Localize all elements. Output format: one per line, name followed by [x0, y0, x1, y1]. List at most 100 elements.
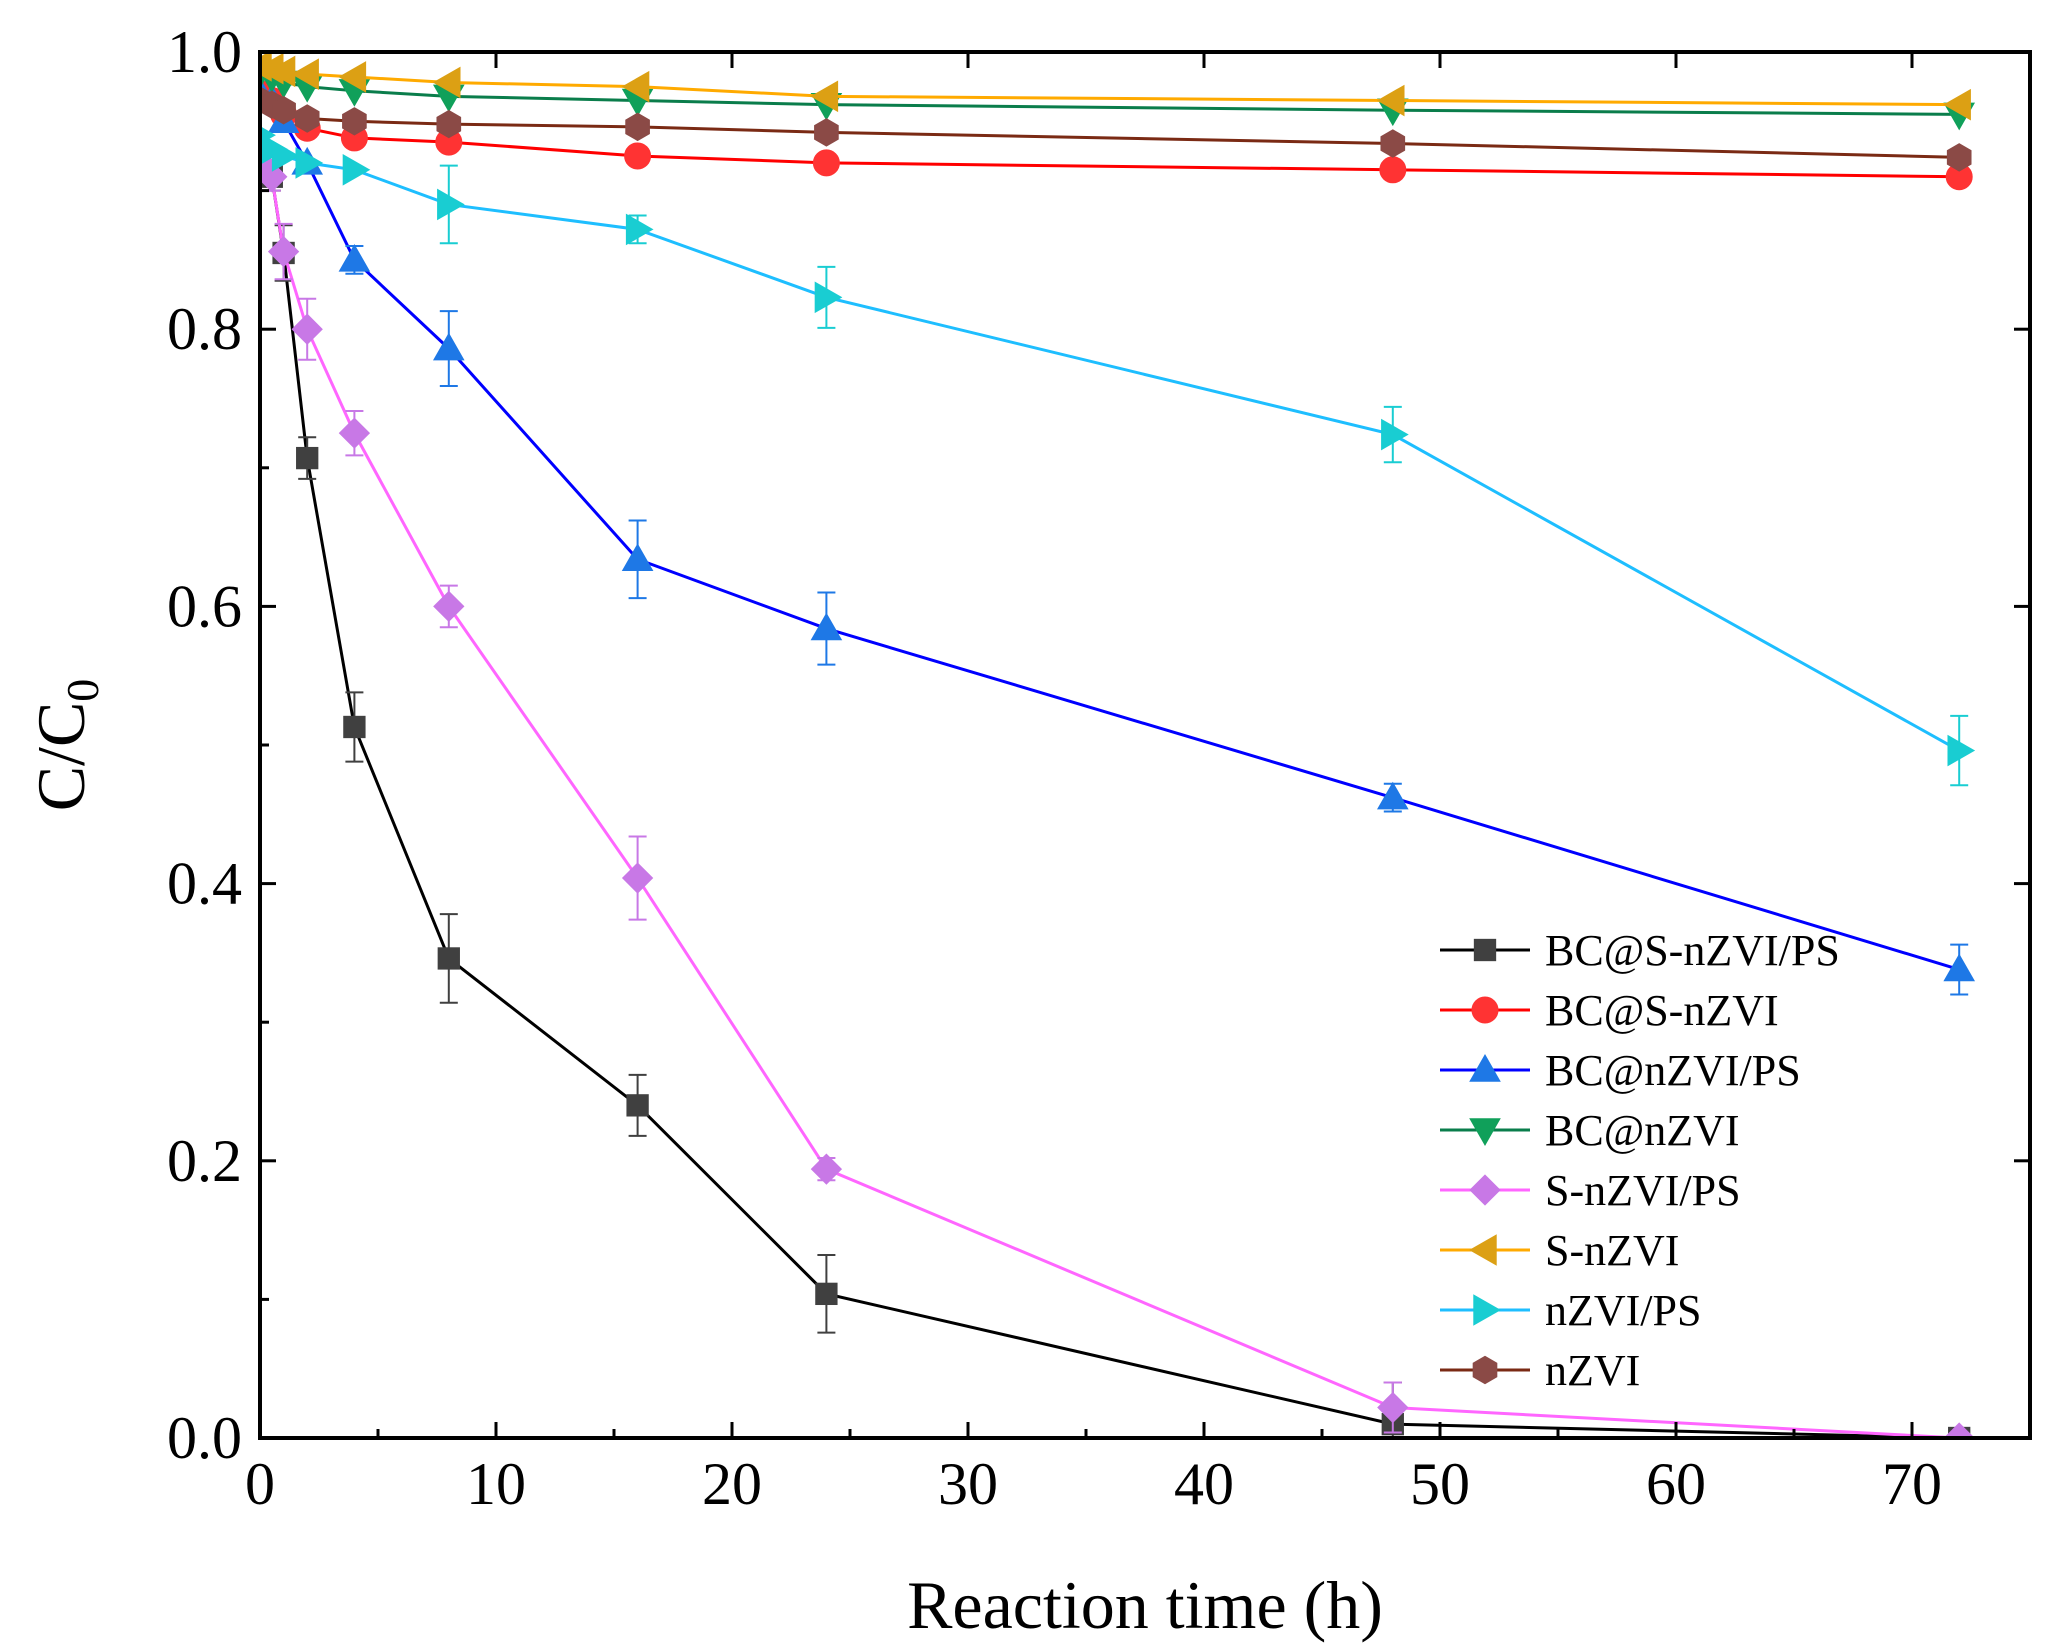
data-point — [1380, 129, 1406, 158]
y-axis-title-subscript: 0 — [57, 679, 108, 702]
x-tick-label: 20 — [702, 1451, 762, 1517]
series-line — [260, 161, 1960, 1438]
plot-frame — [258, 50, 2032, 1440]
legend-item: S-nZVI — [1440, 1226, 1679, 1275]
series-layer — [260, 50, 1976, 1438]
data-point — [1946, 143, 1972, 172]
data-point — [338, 243, 371, 272]
legend-item: nZVI — [1440, 1346, 1640, 1395]
x-tick-label: 40 — [1174, 1451, 1234, 1517]
legend-item: BC@nZVI/PS — [1440, 1046, 1801, 1095]
data-point — [1377, 1391, 1409, 1424]
legend-label: nZVI — [1545, 1346, 1640, 1395]
data-point — [1379, 156, 1407, 184]
legend-label: S-nZVI — [1545, 1226, 1679, 1275]
data-point — [267, 55, 296, 88]
legend-label: BC@S-nZVI — [1545, 986, 1779, 1035]
x-tick-label: 70 — [1882, 1451, 1942, 1517]
x-tick-label: 60 — [1646, 1451, 1706, 1517]
series-2 — [260, 77, 1976, 996]
data-point — [810, 1153, 843, 1185]
data-point — [625, 112, 650, 142]
legend-marker — [1471, 996, 1499, 1024]
legend-label: nZVI/PS — [1545, 1286, 1701, 1335]
x-tick-label: 0 — [245, 1451, 275, 1517]
legend-label: BC@S-nZVI/PS — [1545, 926, 1840, 975]
data-point — [291, 58, 319, 90]
series-3 — [260, 61, 1976, 131]
legend-marker — [1473, 1294, 1501, 1326]
legend-label: S-nZVI/PS — [1545, 1166, 1741, 1215]
data-point — [295, 147, 324, 179]
y-tick-label: 0.0 — [167, 1405, 242, 1471]
legend: BC@S-nZVI/PS BC@S-nZVI BC@nZVI/PS BC@nZVI S-… — [1440, 926, 1840, 1395]
legend-item: BC@S-nZVI — [1440, 986, 1779, 1035]
x-axis-title: Reaction time (h) — [907, 1567, 1383, 1643]
data-point — [1381, 418, 1409, 451]
data-point — [814, 281, 843, 314]
series-line — [260, 71, 1960, 116]
data-point — [810, 612, 843, 641]
data-point — [267, 235, 300, 268]
ticks-layer: 0 10 20 30 40 50 60 70 0.0 0.2 0.4 0.6 0.8 1.0 — [167, 19, 2030, 1517]
legend-item: BC@nZVI — [1440, 1106, 1740, 1155]
data-point — [342, 107, 367, 136]
data-point — [621, 70, 650, 103]
y-tick-label: 0.4 — [167, 851, 242, 917]
data-point — [433, 590, 465, 623]
data-point — [1943, 1422, 1975, 1438]
legend-marker — [1469, 1234, 1497, 1266]
data-point — [432, 332, 465, 361]
data-point — [1376, 781, 1409, 810]
data-point — [621, 543, 654, 571]
data-point — [342, 153, 371, 186]
data-point — [814, 118, 839, 147]
legend-label: BC@nZVI/PS — [1545, 1046, 1801, 1095]
y-axis-title-main: C/C — [23, 702, 99, 812]
data-point — [625, 213, 654, 246]
legend-marker — [1472, 1355, 1498, 1385]
data-point — [271, 140, 300, 172]
series-4 — [260, 147, 1975, 1438]
series-7 — [260, 86, 1972, 172]
data-point — [810, 80, 839, 113]
data-point — [1376, 84, 1405, 117]
series-0 — [260, 148, 1971, 1438]
data-point — [624, 142, 652, 170]
series-6 — [260, 126, 1976, 787]
data-point — [1947, 734, 1976, 767]
data-point — [294, 104, 320, 133]
y-tick-label: 0.6 — [167, 573, 242, 639]
y-axis-title: C/C0 — [23, 679, 108, 812]
legend-marker — [1469, 1118, 1501, 1146]
data-point — [432, 66, 461, 99]
legend-marker — [1469, 1174, 1501, 1206]
data-point — [437, 947, 460, 970]
series-line — [260, 92, 1960, 971]
series-5 — [260, 50, 1971, 121]
x-tick-label: 10 — [466, 1451, 526, 1517]
data-point — [338, 417, 371, 449]
x-tick-label: 50 — [1410, 1451, 1470, 1517]
data-point — [626, 1094, 649, 1117]
data-point — [271, 95, 296, 125]
y-tick-label: 1.0 — [167, 19, 242, 85]
legend-label: BC@nZVI — [1545, 1106, 1740, 1155]
data-point — [436, 109, 462, 139]
series-line — [260, 134, 1960, 752]
data-point — [291, 313, 323, 345]
legend-marker — [1469, 1054, 1501, 1082]
series-line — [260, 99, 1960, 159]
data-point — [621, 862, 654, 894]
data-point — [815, 1282, 838, 1306]
legend-item: S-nZVI/PS — [1440, 1166, 1741, 1215]
data-point — [1943, 953, 1976, 982]
x-tick-label: 30 — [938, 1451, 998, 1517]
legend-item: nZVI/PS — [1440, 1286, 1701, 1335]
data-point — [338, 61, 367, 93]
data-point — [437, 188, 465, 221]
data-point — [343, 715, 366, 739]
legend-item: BC@S-nZVI/PS — [1440, 926, 1840, 975]
legend-marker — [1473, 938, 1497, 962]
